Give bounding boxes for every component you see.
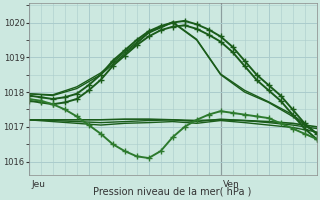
Text: Ven: Ven: [223, 180, 240, 189]
Text: Jeu: Jeu: [31, 180, 45, 189]
X-axis label: Pression niveau de la mer( hPa ): Pression niveau de la mer( hPa ): [93, 187, 252, 197]
